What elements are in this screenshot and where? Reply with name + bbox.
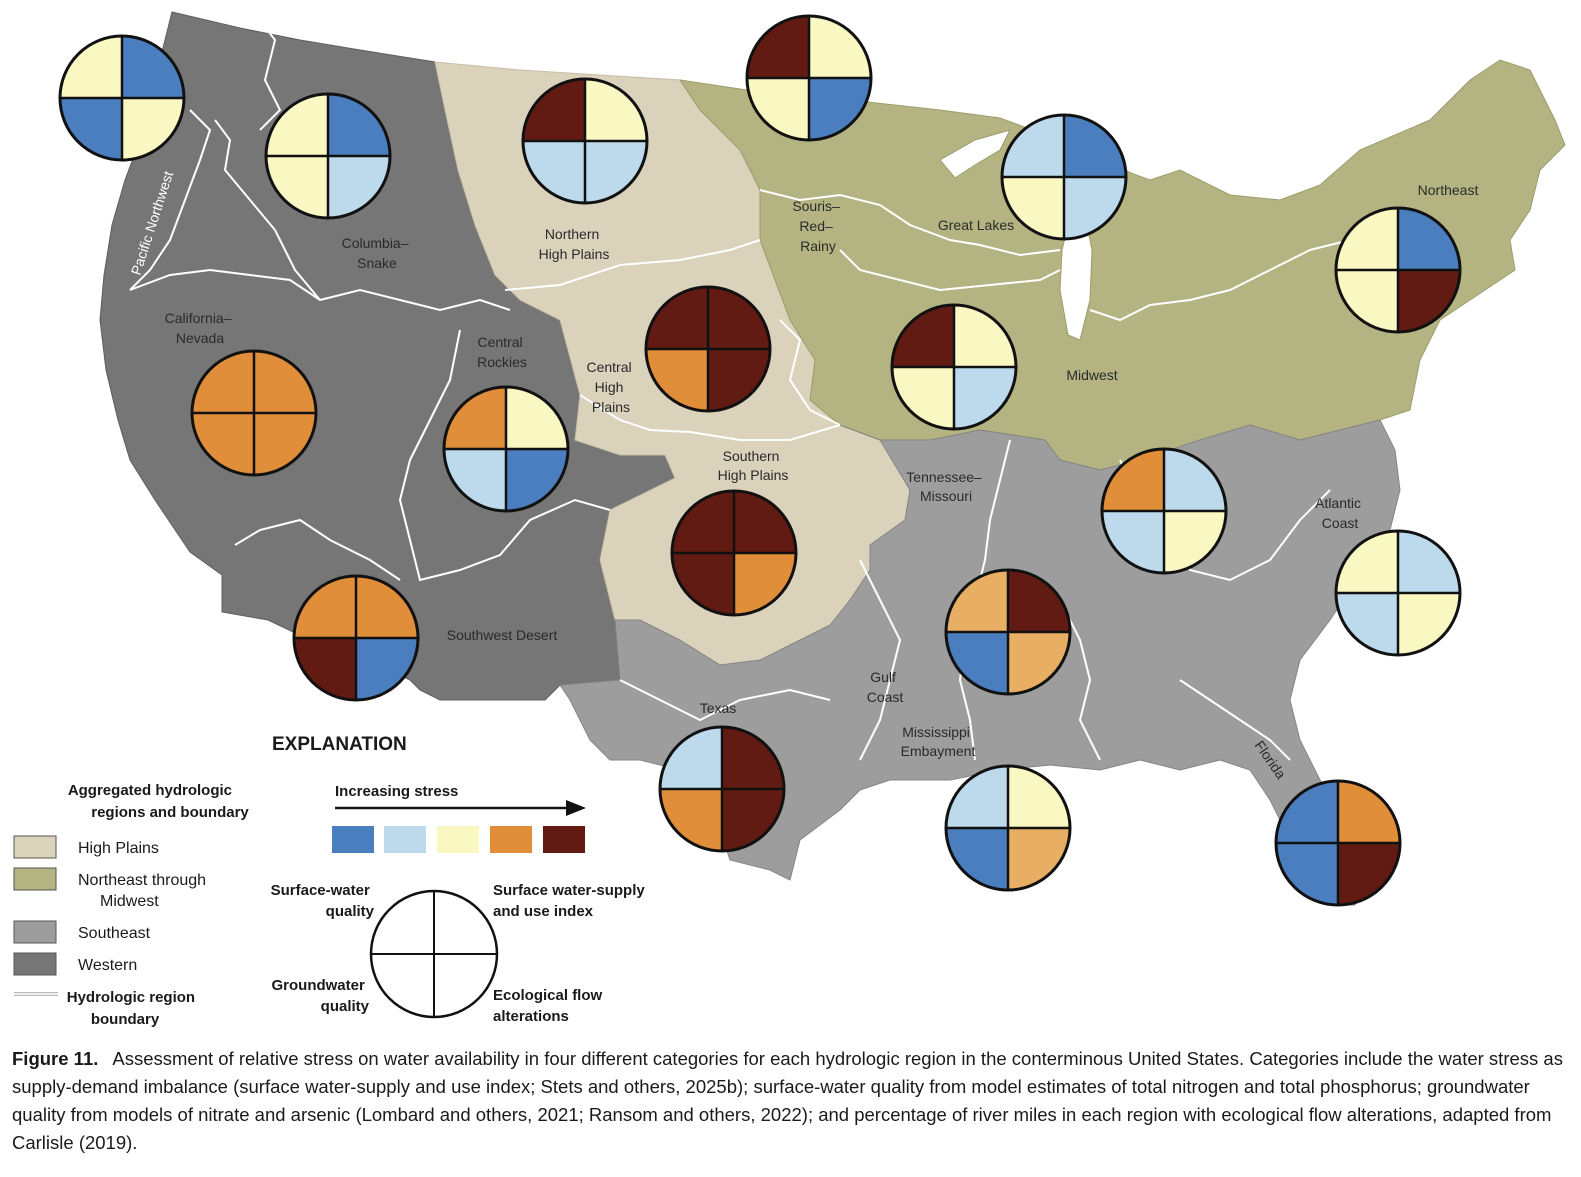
pie-atlantic-coast: [1334, 529, 1462, 657]
label-california-nevada: California– Nevada: [165, 310, 236, 346]
pie-california-nevada: [190, 349, 318, 477]
legend-quadrant-key: [369, 889, 499, 1019]
label-texas: Texas: [700, 700, 737, 716]
legend-stress-heading: Increasing stress: [335, 783, 458, 800]
label-southern-high-plains: Southern High Plains: [718, 448, 789, 483]
legend-label-high-plains: High Plains: [78, 840, 159, 857]
label-great-lakes: Great Lakes: [938, 217, 1014, 233]
region-boundaries: [129, 19, 1351, 761]
legend-swatch-high-plains: [13, 835, 57, 859]
legend-label-northeast-midwest: Northeast through Midwest: [78, 872, 211, 910]
pie-gulf-coast: [944, 568, 1072, 696]
legend-swatch-western: [13, 952, 57, 976]
pie-pacific-northwest: [58, 34, 186, 162]
legend-swatch-southeast: [13, 920, 57, 944]
label-central-rockies: Central Rockies: [477, 334, 527, 370]
legend-boundary-label: Hydrologic region boundary: [67, 989, 200, 1028]
legend-quadrant-supply-use-index: Surface water-supply and use index: [493, 882, 649, 920]
pie-florida: [1274, 779, 1402, 907]
legend-stress-swatch-4: [490, 826, 532, 853]
legend-stress-swatch-5: [543, 826, 585, 853]
pie-mississippi-embayment: [944, 764, 1072, 892]
legend-label-western: Western: [78, 957, 137, 974]
pie-northeast: [1334, 206, 1462, 334]
legend-quadrant-ecological-flow: Ecological flow alterations: [493, 987, 606, 1025]
label-midwest: Midwest: [1066, 367, 1117, 383]
label-tennessee-missouri: Tennessee– Missouri: [906, 469, 985, 504]
legend-stress-arrow: [335, 800, 586, 816]
legend-regions-heading: Aggregated hydrologic regions and bounda…: [68, 782, 250, 821]
figure-label: Figure 11.: [12, 1048, 99, 1069]
label-souris-red-rainy: Souris– Red– Rainy: [792, 198, 843, 254]
pie-midwest: [890, 303, 1018, 431]
pie-columbia-snake: [264, 92, 392, 220]
label-columbia-snake: Columbia– Snake: [342, 235, 413, 271]
legend-label-southeast: Southeast: [78, 925, 151, 942]
pie-souris-red-rainy: [745, 14, 873, 142]
legend-title: EXPLANATION: [272, 734, 407, 755]
water-stress-map: Pacific Northwest Columbia– Snake Califo…: [13, 11, 1566, 1028]
label-northeast: Northeast: [1418, 182, 1479, 198]
label-northern-high-plains: Northern High Plains: [539, 226, 610, 262]
pie-central-rockies: [442, 385, 570, 513]
legend-swatch-northeast-midwest: [13, 867, 57, 891]
legend-quadrant-groundwater-quality: Groundwater quality: [271, 977, 369, 1015]
pie-central-high-plains: [644, 285, 772, 413]
lake-superior: [939, 129, 1011, 179]
pie-great-lakes: [1000, 113, 1128, 241]
pie-southern-high-plains: [670, 489, 798, 617]
legend-quadrant-surface-water-quality: Surface-water quality: [271, 882, 375, 920]
legend: EXPLANATION Aggregated hydrologic region…: [13, 734, 649, 1028]
figure-caption-text: Assessment of relative stress on water a…: [12, 1048, 1563, 1153]
legend-stress-swatch-1: [332, 826, 374, 853]
pie-southwest-desert: [292, 574, 420, 702]
label-gulf-coast: Gulf Coast: [867, 669, 904, 705]
legend-stress-swatch-3: [437, 826, 479, 853]
label-southwest-desert: Southwest Desert: [447, 627, 558, 643]
label-atlantic-coast: Atlantic Coast: [1315, 495, 1365, 531]
pie-texas: [658, 725, 786, 853]
pie-tennessee-missouri: [1100, 447, 1228, 575]
figure-caption: Figure 11. Assessment of relative stress …: [12, 1045, 1568, 1157]
label-mississippi-embayment: Mississippi Embayment: [901, 724, 976, 759]
legend-stress-swatch-2: [384, 826, 426, 853]
pie-northern-high-plains: [521, 77, 649, 205]
label-central-high-plains: Central High Plains: [586, 359, 635, 415]
